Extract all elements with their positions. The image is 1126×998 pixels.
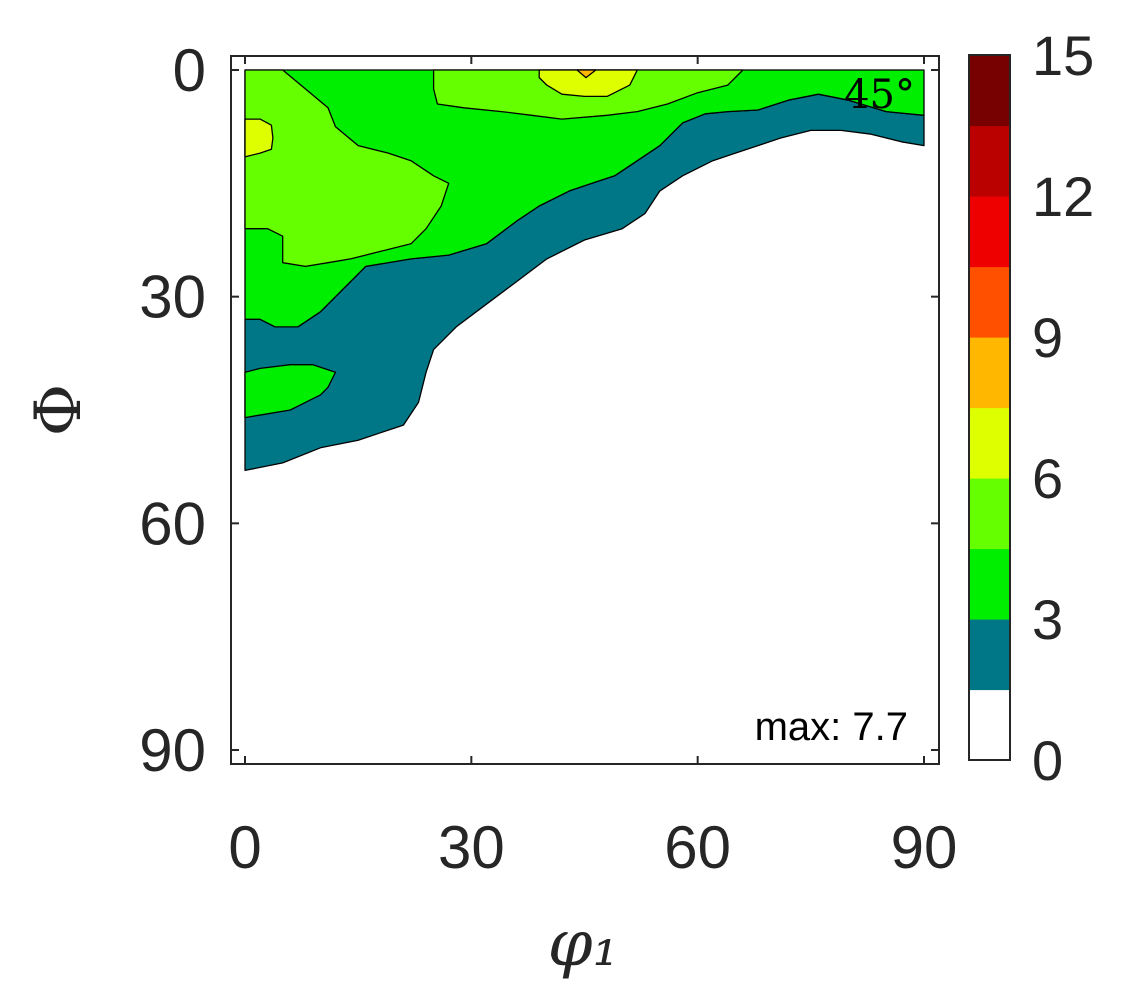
x-axis-label: φ₁ xyxy=(548,907,618,981)
colorbar-frame xyxy=(968,54,1011,761)
colorbar-segment xyxy=(969,55,1010,127)
contour-regions xyxy=(244,69,925,472)
colorbar-tick-label: 3 xyxy=(1032,588,1063,651)
colorbar-segment xyxy=(969,689,1010,761)
x-tick-label: 30 xyxy=(438,814,505,881)
y-tick-label: 60 xyxy=(139,490,206,557)
contour-region-6 xyxy=(538,69,638,98)
colorbar-segment xyxy=(969,196,1010,268)
y-tick-label: 0 xyxy=(173,37,206,104)
colorbar-segment xyxy=(969,478,1010,550)
colorbar-segment xyxy=(969,619,1010,691)
colorbar-segment xyxy=(969,337,1010,409)
colorbar: 0 3 6 9 12 15 xyxy=(968,24,1094,792)
x-tick-label: 0 xyxy=(228,814,261,881)
contour-region-7 xyxy=(576,69,597,79)
colorbar-segment xyxy=(969,125,1010,197)
y-tick-label: 90 xyxy=(139,717,206,784)
plot-frame xyxy=(230,55,940,765)
contour-region-3 xyxy=(244,69,450,268)
colorbar-tick-label: 9 xyxy=(1032,306,1063,369)
colorbar-tick-label: 0 xyxy=(1032,729,1063,792)
colorbar-tick-label: 15 xyxy=(1032,24,1094,87)
colorbar-segment xyxy=(969,407,1010,479)
y-tick-label: 30 xyxy=(139,264,206,331)
colorbar-tick-label: 6 xyxy=(1032,447,1063,510)
x-tick-label: 60 xyxy=(664,814,731,881)
angle-annotation: 45° xyxy=(844,72,915,118)
colorbar-segment xyxy=(969,266,1010,338)
y-axis-label: Φ xyxy=(22,384,96,436)
x-tick-label: 90 xyxy=(891,814,958,881)
axis-ticks: 0 30 60 90 0 30 60 90 xyxy=(139,37,957,881)
contour-region-2 xyxy=(244,69,925,328)
contour-region-5 xyxy=(244,118,274,158)
contour-region-1 xyxy=(244,364,337,419)
colorbar-segment xyxy=(969,548,1010,620)
max-annotation: max: 7.7 xyxy=(755,705,908,749)
colorbar-tick-label: 12 xyxy=(1032,165,1094,228)
